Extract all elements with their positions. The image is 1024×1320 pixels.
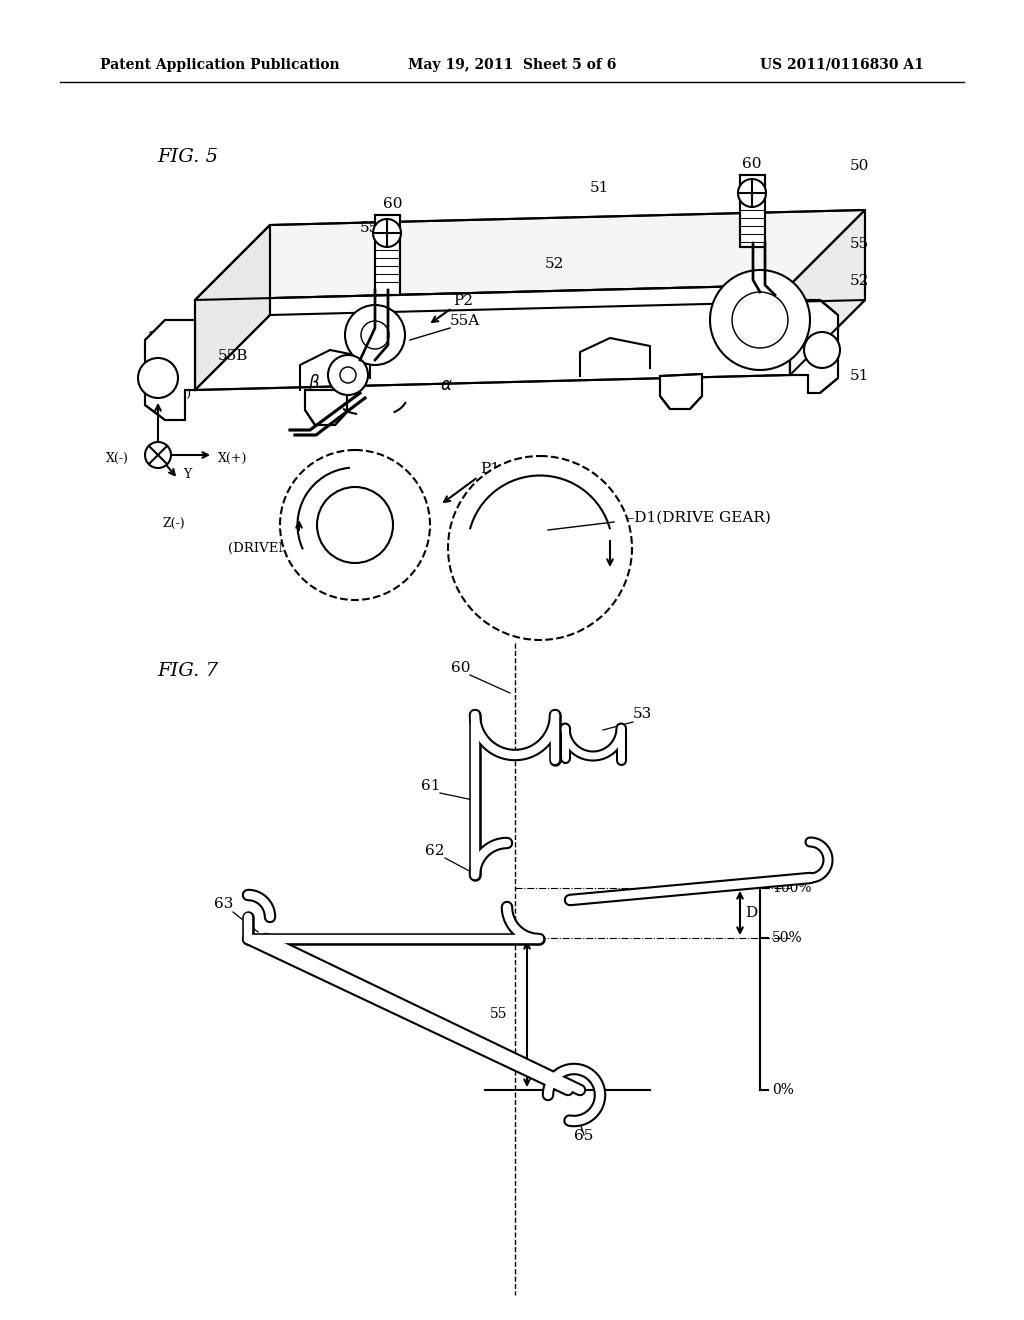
Text: 3A: 3A (148, 331, 169, 345)
Circle shape (449, 455, 632, 640)
Text: Z(-): Z(-) (162, 516, 184, 529)
Circle shape (280, 450, 430, 601)
Text: (DRIVEN GEAR): (DRIVEN GEAR) (228, 543, 339, 554)
Text: 51: 51 (850, 370, 869, 383)
Text: 0%: 0% (772, 1082, 794, 1097)
Text: —D1(DRIVE GEAR): —D1(DRIVE GEAR) (618, 511, 771, 525)
Text: US 2011/0116830 A1: US 2011/0116830 A1 (760, 58, 924, 73)
Text: 50%: 50% (772, 931, 803, 945)
Text: 60: 60 (383, 197, 402, 211)
Text: 52: 52 (545, 257, 564, 271)
Text: Patent Application Publication: Patent Application Publication (100, 58, 340, 73)
Text: X(-): X(-) (106, 451, 129, 465)
Circle shape (804, 333, 840, 368)
Text: 100%: 100% (772, 880, 811, 895)
Text: 60: 60 (742, 157, 762, 172)
Text: $\alpha$: $\alpha$ (440, 378, 453, 393)
Text: 52: 52 (850, 275, 869, 288)
Circle shape (732, 292, 788, 348)
Text: 60: 60 (451, 661, 470, 675)
Circle shape (340, 367, 356, 383)
Polygon shape (195, 210, 865, 300)
Text: 55: 55 (490, 1007, 508, 1020)
Polygon shape (790, 210, 865, 375)
Circle shape (138, 358, 178, 399)
Text: 55A: 55A (450, 314, 480, 327)
Polygon shape (195, 285, 790, 389)
Text: 64: 64 (331, 974, 350, 987)
Text: 63: 63 (214, 898, 233, 911)
Circle shape (373, 219, 401, 247)
Text: FIG. 5: FIG. 5 (157, 148, 218, 166)
Circle shape (710, 271, 810, 370)
Polygon shape (375, 215, 400, 294)
Text: 53: 53 (633, 708, 652, 721)
Circle shape (328, 355, 368, 395)
Circle shape (317, 487, 393, 564)
Text: Z(+): Z(+) (162, 387, 191, 400)
Text: FIG. 7: FIG. 7 (157, 663, 218, 680)
Text: $\beta$: $\beta$ (308, 372, 321, 393)
Polygon shape (305, 389, 347, 425)
Circle shape (738, 180, 766, 207)
Text: May 19, 2011  Sheet 5 of 6: May 19, 2011 Sheet 5 of 6 (408, 58, 616, 73)
Polygon shape (195, 224, 270, 389)
Text: Y: Y (183, 469, 191, 482)
Polygon shape (740, 176, 765, 247)
Polygon shape (660, 374, 702, 409)
Text: 55: 55 (360, 220, 379, 235)
Text: 51: 51 (590, 181, 609, 195)
Text: D2: D2 (299, 519, 321, 533)
Polygon shape (790, 300, 838, 393)
Text: 65: 65 (574, 1129, 594, 1143)
Text: 61: 61 (421, 779, 440, 793)
Text: 55B: 55B (218, 348, 248, 363)
Text: 62: 62 (426, 843, 445, 858)
Text: X(+): X(+) (218, 451, 248, 465)
Text: 50: 50 (850, 158, 869, 173)
Circle shape (361, 321, 389, 348)
Circle shape (145, 442, 171, 469)
Text: P2: P2 (453, 294, 473, 308)
Text: D: D (745, 906, 758, 920)
Text: P1: P1 (480, 462, 500, 477)
Text: 55: 55 (850, 238, 869, 251)
Polygon shape (145, 319, 195, 420)
Circle shape (345, 305, 406, 366)
